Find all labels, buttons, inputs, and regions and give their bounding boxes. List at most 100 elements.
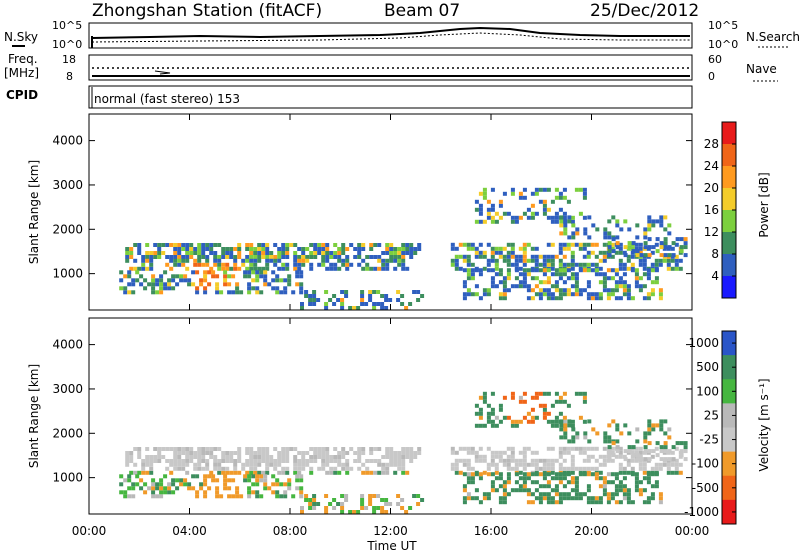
power-cell [562, 215, 567, 220]
power-cell [175, 282, 180, 287]
velocity-cell [490, 484, 495, 489]
power-cell [562, 280, 567, 285]
power-cell [542, 262, 547, 267]
velocity-cell [173, 455, 178, 459]
velocity-cell [478, 411, 483, 416]
velocity-cell [285, 470, 290, 475]
velocity-cell [590, 496, 595, 501]
power-cell [373, 243, 378, 247]
power-cell [287, 278, 292, 283]
velocity-cell [634, 484, 639, 489]
power-cell [498, 268, 503, 273]
velocity-cell [566, 492, 571, 497]
velocity-cell [177, 462, 182, 467]
velocity-cell [275, 494, 280, 499]
power-cell [622, 280, 627, 285]
velocity-cell [293, 447, 298, 451]
velocity-cell [389, 462, 394, 467]
power-cell [462, 284, 467, 289]
power-cell [562, 195, 567, 200]
velocity-cell [409, 447, 414, 451]
velocity-cell [506, 462, 511, 467]
power-cell [299, 270, 304, 275]
velocity-cell [610, 492, 615, 497]
velocity-cell [249, 459, 254, 463]
velocity-cell [249, 455, 254, 459]
velocity-cell [340, 506, 345, 510]
power-cell [550, 215, 555, 220]
power-cell [658, 288, 663, 293]
power-cell [554, 296, 559, 301]
power-cell [185, 258, 190, 263]
velocity-cell [530, 472, 535, 477]
velocity-cell [388, 502, 393, 506]
velocity-cell [478, 476, 483, 481]
velocity-cell [153, 447, 158, 451]
velocity-cell [253, 466, 258, 471]
velocity-cell [522, 466, 527, 471]
power-cell [538, 187, 543, 192]
power-cell [607, 235, 612, 240]
velocity-cell [225, 451, 230, 455]
power-cell [173, 243, 178, 247]
velocity-data [119, 391, 688, 514]
velocity-cell [289, 447, 294, 451]
power-cell [221, 251, 226, 255]
velocity-cell [312, 498, 317, 502]
power-cell [329, 262, 334, 267]
power-cell [125, 251, 130, 255]
velocity-cell [340, 510, 345, 514]
power-cell [385, 258, 390, 263]
power-cell [131, 278, 136, 283]
velocity-cell [369, 447, 374, 451]
velocity-cell [145, 455, 150, 459]
velocity-cell [502, 488, 507, 493]
power-cell [251, 286, 256, 291]
power-cell [281, 266, 286, 271]
power-cell [590, 250, 595, 255]
velocity-cell [550, 403, 555, 408]
velocity-cell [341, 455, 346, 459]
velocity-cell [191, 486, 196, 491]
power-cell [177, 255, 182, 259]
power-cell [470, 292, 475, 297]
velocity-cell [123, 490, 128, 495]
power-cell [518, 191, 523, 196]
velocity-cell [642, 500, 647, 505]
velocity-cell [235, 486, 240, 491]
velocity-cell [321, 451, 326, 455]
velocity-cell [372, 506, 377, 510]
power-cell [510, 284, 515, 289]
power-cell [663, 253, 668, 258]
power-cell [550, 199, 555, 204]
power-cell [562, 288, 567, 293]
velocity-cell [571, 435, 576, 440]
velocity-cell [558, 446, 563, 451]
velocity-cell [357, 447, 362, 451]
velocity-cell [490, 407, 495, 412]
power-cell [590, 262, 595, 267]
velocity-cell [199, 482, 204, 487]
power-cell [622, 262, 627, 267]
velocity-cell [671, 445, 676, 450]
velocity-cell [325, 462, 330, 467]
power-cell [235, 290, 240, 295]
power-cell [559, 223, 564, 228]
power-cell [486, 215, 491, 220]
power-cell [293, 243, 298, 247]
velocity-cell [177, 466, 182, 471]
velocity-cell [530, 492, 535, 497]
velocity-cell [522, 484, 527, 489]
power-cell [602, 242, 607, 247]
power-cell [558, 276, 563, 281]
power-cell [586, 268, 591, 273]
power-cell [663, 245, 668, 250]
velocity-cell [157, 447, 162, 451]
velocity-cell [365, 459, 370, 463]
power-cell [494, 266, 499, 271]
power-cell [582, 268, 587, 273]
power-cell [635, 223, 640, 228]
velocity-cell [631, 453, 636, 458]
velocity-cell [502, 462, 507, 467]
velocity-cell [562, 419, 567, 424]
